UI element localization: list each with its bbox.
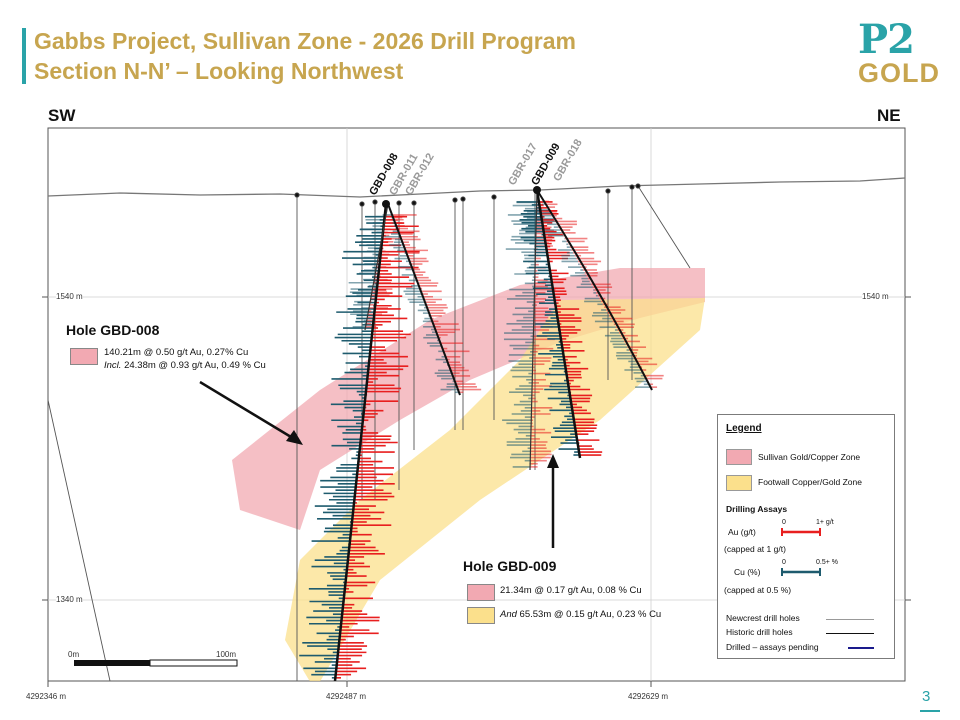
- legend-cu-label: Cu (%): [734, 567, 761, 577]
- sw-direction: SW: [48, 106, 76, 125]
- legend-newcrest-line: [826, 619, 874, 620]
- angled-drill-holes: [333, 189, 653, 681]
- gbd-009-interval-2: And 65.53m @ 0.15 g/t Au, 0.23 % Cu: [500, 609, 661, 620]
- legend-sullivan-swatch: [726, 449, 752, 465]
- frame-ticks: [42, 296, 911, 687]
- legend-footwall-label: Footwall Copper/Gold Zone: [758, 477, 862, 487]
- gbd-009-sullivan-swatch: [467, 584, 495, 601]
- legend-box: Legend Sullivan Gold/Copper Zone Footwal…: [717, 414, 895, 659]
- gbr-012-trace: [387, 203, 461, 396]
- gbd-009-callout-title: Hole GBD-009: [463, 558, 557, 574]
- gbr-018-trace: [536, 189, 653, 391]
- legend-cu-max: 0.5+ %: [816, 559, 838, 566]
- page-number-underline: [920, 710, 940, 712]
- gbd-009-and-prefix: And: [500, 609, 517, 620]
- gbd-009-collar: [533, 186, 541, 194]
- gbd-009-footwall-swatch: [467, 607, 495, 624]
- slide-subtitle: Section N-N’ – Looking Northwest: [34, 58, 404, 84]
- legend-au-max: 1+ g/t: [816, 519, 834, 526]
- elev-label-left-lower: 1340 m: [56, 595, 83, 604]
- gbd-008-callout-title: Hole GBD-008: [66, 322, 160, 338]
- logo-gold-text: GOLD: [858, 58, 940, 88]
- scale-bar-dark: [74, 660, 150, 666]
- legend-au-label: Au (g/t): [728, 527, 756, 537]
- ne-direction: NE: [877, 106, 901, 125]
- gbd-009-interval-1: 21.34m @ 0.17 g/t Au, 0.08 % Cu: [500, 585, 642, 596]
- legend-sullivan-label: Sullivan Gold/Copper Zone: [758, 452, 861, 462]
- slide-title: Gabbs Project, Sullivan Zone - 2026 Dril…: [34, 28, 576, 54]
- assay-histograms: [299, 200, 664, 679]
- p2-gold-logo: P2 GOLD: [858, 16, 942, 88]
- gbd-008-arrowhead: [286, 430, 303, 445]
- easting-label-1: 4292346 m: [26, 692, 67, 701]
- gbr-011-trace: [364, 203, 389, 331]
- title-accent-bar: [22, 28, 26, 84]
- legend-historic-label: Historic drill holes: [726, 627, 793, 637]
- scale-label-start: 0m: [68, 650, 80, 659]
- legend-cu-cap: (capped at 0.5 %): [724, 585, 792, 595]
- gbd-008-incl-value: 24.38m @ 0.93 g/t Au, 0.49 % Cu: [121, 360, 266, 371]
- gbd-009-and-value: 65.53m @ 0.15 g/t Au, 0.23 % Cu: [516, 609, 662, 620]
- scale-bar-light: [149, 659, 238, 667]
- gbd-008-sullivan-swatch: [70, 348, 98, 365]
- gbd-008-interval-1: 140.21m @ 0.50 g/t Au, 0.27% Cu: [104, 347, 249, 358]
- elev-label-left-upper: 1540 m: [56, 292, 83, 301]
- legend-cu-scale: [781, 568, 821, 576]
- gbd-009-trace: [535, 189, 582, 459]
- legend-au-scale: [781, 528, 821, 536]
- gbd-008-incl-prefix: Incl.: [104, 360, 122, 371]
- topography-line: [48, 177, 905, 198]
- legend-historic-line: [826, 633, 874, 634]
- legend-assays-title: Drilling Assays: [726, 504, 788, 514]
- easting-label-3: 4292629 m: [628, 692, 669, 701]
- elev-label-right-upper: 1540 m: [862, 292, 889, 301]
- legend-au-min: 0: [782, 519, 786, 526]
- legend-pending-line: [848, 647, 874, 649]
- legend-pending-label: Drilled – assays pending: [726, 642, 819, 652]
- gbd-009-arrowhead: [547, 454, 559, 468]
- gbr-017-trace: [529, 189, 538, 471]
- easting-label-2: 4292487 m: [326, 692, 367, 701]
- footwall-zone-shape: [285, 298, 705, 681]
- legend-title: Legend: [726, 423, 762, 434]
- logo-p2-text: P2: [858, 16, 915, 63]
- gbd-008-interval-2: Incl. 24.38m @ 0.93 g/t Au, 0.49 % Cu: [104, 360, 266, 371]
- gbd-008-arrow: [199, 380, 297, 442]
- legend-newcrest-label: Newcrest drill holes: [726, 613, 800, 623]
- page-number: 3: [922, 688, 931, 705]
- legend-au-cap: (capped at 1 g/t): [724, 544, 786, 554]
- gbd-008-trace: [333, 203, 388, 681]
- legend-footwall-swatch: [726, 475, 752, 491]
- gbd-008-collar: [382, 200, 390, 208]
- legend-cu-min: 0: [782, 559, 786, 566]
- scale-label-end: 100m: [216, 650, 237, 659]
